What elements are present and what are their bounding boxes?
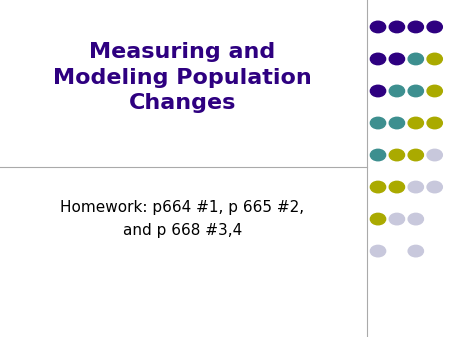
Circle shape bbox=[427, 149, 442, 161]
Circle shape bbox=[408, 85, 423, 97]
Circle shape bbox=[408, 181, 423, 193]
Circle shape bbox=[389, 21, 405, 33]
Circle shape bbox=[389, 181, 405, 193]
Circle shape bbox=[408, 245, 423, 257]
Circle shape bbox=[370, 181, 386, 193]
Circle shape bbox=[427, 53, 442, 65]
Circle shape bbox=[408, 53, 423, 65]
Circle shape bbox=[370, 149, 386, 161]
Circle shape bbox=[389, 85, 405, 97]
Circle shape bbox=[389, 117, 405, 129]
Circle shape bbox=[408, 213, 423, 225]
Text: Measuring and
Modeling Population
Changes: Measuring and Modeling Population Change… bbox=[53, 42, 311, 113]
Circle shape bbox=[427, 85, 442, 97]
Circle shape bbox=[370, 53, 386, 65]
Circle shape bbox=[370, 85, 386, 97]
Circle shape bbox=[389, 149, 405, 161]
Circle shape bbox=[370, 117, 386, 129]
Circle shape bbox=[408, 21, 423, 33]
Circle shape bbox=[389, 213, 405, 225]
Circle shape bbox=[427, 181, 442, 193]
Circle shape bbox=[408, 149, 423, 161]
Circle shape bbox=[389, 53, 405, 65]
Circle shape bbox=[370, 21, 386, 33]
Circle shape bbox=[427, 117, 442, 129]
Circle shape bbox=[427, 21, 442, 33]
Text: Homework: p664 #1, p 665 #2,
and p 668 #3,4: Homework: p664 #1, p 665 #2, and p 668 #… bbox=[60, 201, 304, 238]
Circle shape bbox=[408, 117, 423, 129]
Circle shape bbox=[370, 213, 386, 225]
Circle shape bbox=[370, 245, 386, 257]
